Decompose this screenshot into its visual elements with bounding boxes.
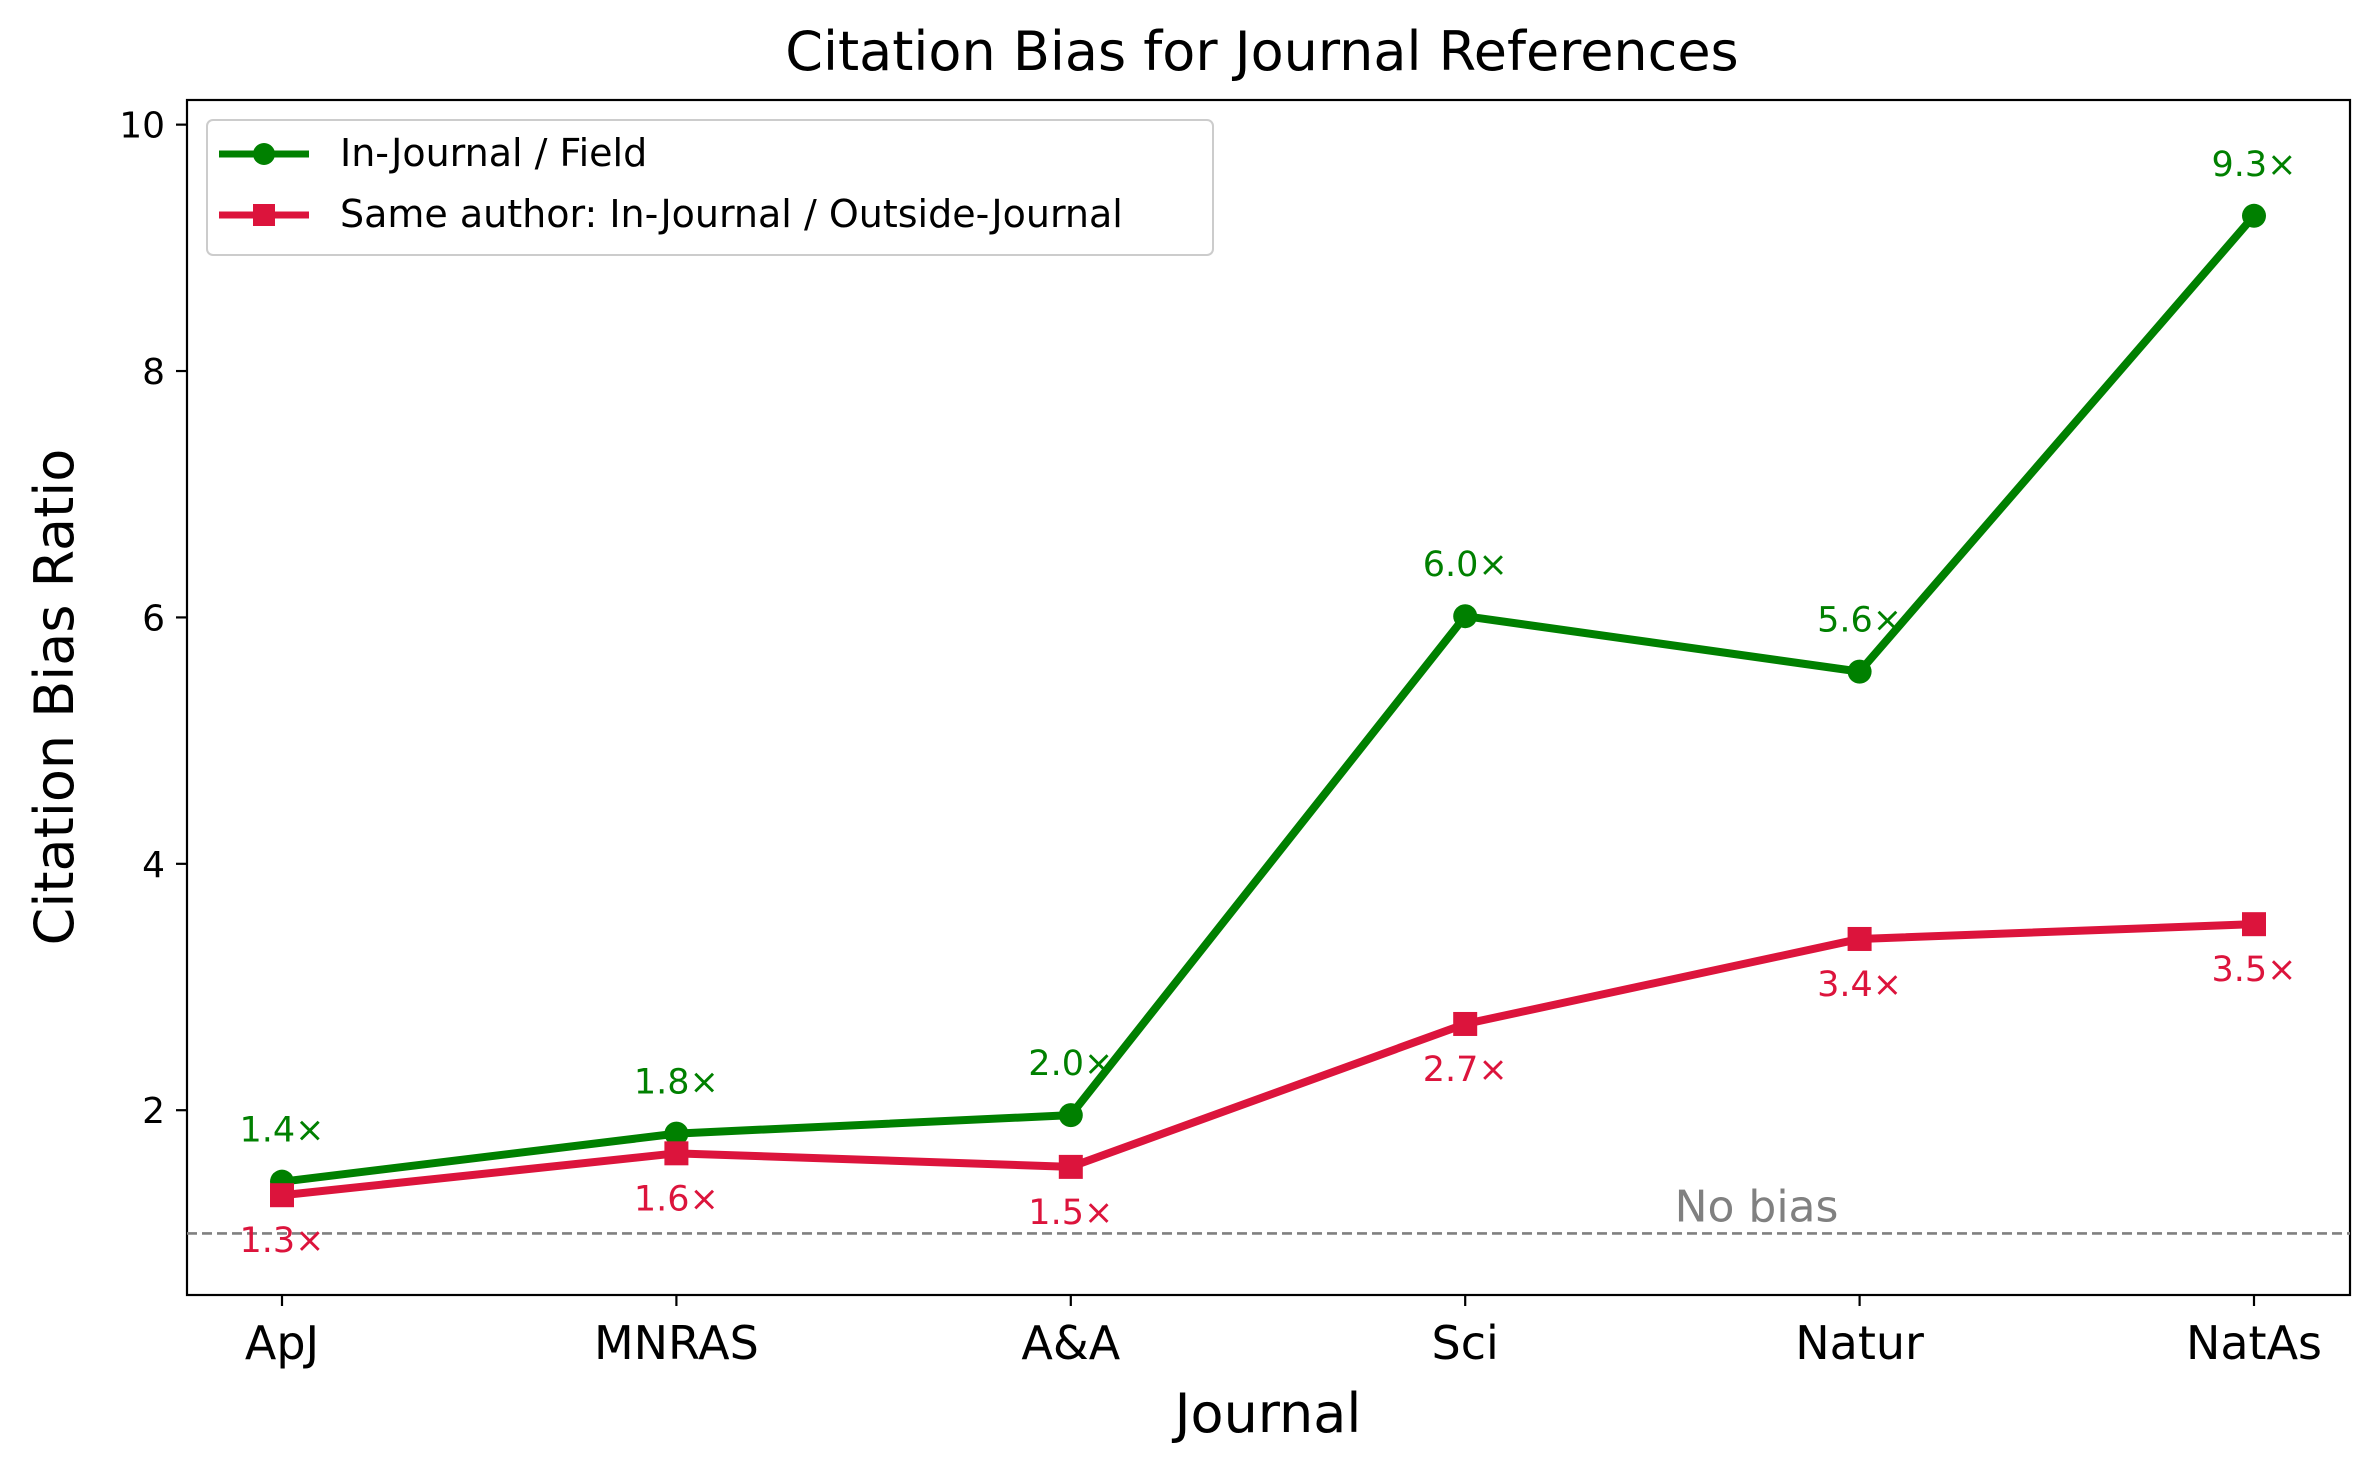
series-2-point [1453, 1011, 1478, 1036]
series-1-point [1058, 1103, 1083, 1128]
y-tick-label: 4 [142, 845, 165, 886]
x-tick-label: A&A [1021, 1316, 1120, 1370]
x-tick-label: MNRAS [594, 1316, 759, 1370]
series-1-point [664, 1121, 689, 1146]
y-axis: 2 4 6 8 10 [119, 106, 187, 1132]
legend-label-series-2: Same author: In-Journal / Outside-Journa… [340, 192, 1123, 236]
series-2-data-label: 3.5× [2212, 950, 2297, 990]
reference-line-group: No bias [187, 1181, 2350, 1235]
y-tick-label: 2 [142, 1091, 165, 1132]
x-axis-label: Journal [1172, 1382, 1362, 1445]
series-2-point [664, 1141, 689, 1166]
legend-marker-series-2 [253, 204, 275, 226]
legend-label-series-1: In-Journal / Field [340, 131, 647, 175]
series-1-point [1847, 659, 1872, 684]
series-1-data-label: 5.6× [1817, 601, 1902, 641]
x-axis: ApJ MNRAS A&A Sci Natur NatAs [245, 1295, 2322, 1370]
y-tick-label: 6 [142, 598, 165, 639]
series-2-data-label: 3.4× [1817, 965, 1902, 1005]
plot-area-frame [185, 98, 2352, 1297]
series-1-data-label: 1.8× [634, 1063, 719, 1103]
series-1-line [278, 211, 2258, 1186]
legend-marker-series-1 [253, 143, 275, 165]
series-1-data-label: 6.0× [1423, 545, 1508, 585]
series-1-data-label: 1.4× [240, 1111, 325, 1151]
no-bias-label: No bias [1675, 1181, 1839, 1232]
data-labels-group: 1.4× 1.8× 2.0× 6.0× 5.6× 9.3× 1.3× 1.6× 1.5× 2.7×… [240, 145, 2297, 1261]
x-tick-label: Sci [1432, 1316, 1499, 1370]
series-2-point [1058, 1154, 1083, 1179]
series-1-data-label: 9.3× [2212, 145, 2297, 185]
x-tick-label: Natur [1795, 1316, 1924, 1370]
x-tick-label: ApJ [245, 1316, 319, 1370]
y-tick-label: 8 [142, 352, 165, 393]
y-axis-label: Citation Bias Ratio [23, 449, 86, 946]
series-1-point [2242, 203, 2266, 228]
series-2-data-label: 1.6× [634, 1179, 719, 1219]
series-2-data-label: 1.3× [240, 1221, 325, 1261]
series-group [270, 203, 2266, 1208]
series-2-point [1847, 926, 1872, 951]
series-2-data-label: 2.7× [1423, 1050, 1508, 1090]
series-2-line [278, 920, 2258, 1200]
series-2-data-label: 1.5× [1028, 1193, 1113, 1233]
series-2-point [270, 1183, 294, 1208]
series-1-point [1453, 604, 1478, 629]
x-tick-label: NatAs [2186, 1316, 2322, 1370]
chart-title: Citation Bias for Journal References [785, 20, 1738, 83]
series-1-data-label: 2.0× [1028, 1044, 1113, 1084]
legend: In-Journal / Field Same author: In-Journ… [206, 119, 1214, 256]
legend-frame [206, 119, 1214, 256]
y-tick-label: 10 [119, 106, 165, 147]
series-2-point [2242, 912, 2266, 937]
